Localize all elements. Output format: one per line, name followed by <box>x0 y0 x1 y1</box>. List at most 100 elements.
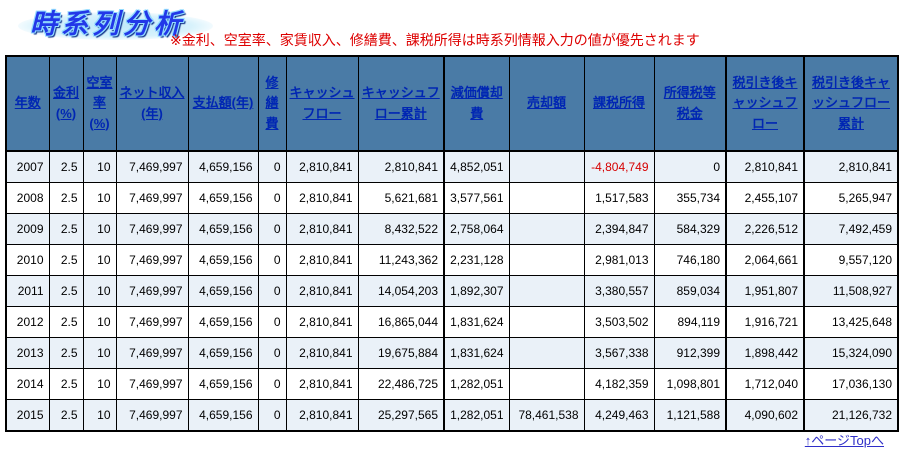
cell-cashflow: 2,810,841 <box>285 150 359 183</box>
cell-sale <box>508 337 585 369</box>
cell-taxable_income: 1,517,583 <box>583 182 655 214</box>
table-row: 2011 2.5 10 7,469,997 4,659,156 0 2,810,841 14,… <box>5 275 899 307</box>
cell-payment: 4,659,156 <box>187 337 259 369</box>
cell-cashflow: 2,810,841 <box>285 275 359 307</box>
cell-vacancy: 10 <box>82 182 117 214</box>
cell-aftertax_cf: 2,810,841 <box>725 150 805 183</box>
cell-aftertax_cf_cum: 11,508,927 <box>803 275 899 307</box>
cell-interest: 2.5 <box>48 399 84 432</box>
cell-income_tax: 355,734 <box>653 182 727 214</box>
cell-income_tax: 912,399 <box>653 337 727 369</box>
cell-cashflow_cum: 22,486,725 <box>357 368 445 400</box>
col-header-cashflow_cum[interactable]: キャッシュフロー累計 <box>357 55 445 152</box>
cell-cashflow: 2,810,841 <box>285 337 359 369</box>
cell-interest: 2.5 <box>48 306 84 338</box>
col-header-vacancy[interactable]: 空室率(%) <box>82 55 117 152</box>
cell-aftertax_cf: 4,090,602 <box>725 399 805 432</box>
cell-net_income: 7,469,997 <box>115 306 189 338</box>
cell-vacancy: 10 <box>82 150 117 183</box>
cell-cashflow_cum: 25,297,565 <box>357 399 445 432</box>
cell-year: 2014 <box>5 368 50 400</box>
cell-interest: 2.5 <box>48 275 84 307</box>
col-header-taxable_income[interactable]: 課税所得 <box>583 55 655 152</box>
col-header-aftertax_cf_cum[interactable]: 税引き後キャッシュフロー累計 <box>803 55 899 152</box>
cell-cashflow_cum: 8,432,522 <box>357 213 445 245</box>
col-header-net_income[interactable]: ネット収入(年) <box>115 55 189 152</box>
cell-net_income: 7,469,997 <box>115 182 189 214</box>
col-header-interest[interactable]: 金利(%) <box>48 55 84 152</box>
cell-taxable_income: 4,249,463 <box>583 399 655 432</box>
cell-aftertax_cf_cum: 7,492,459 <box>803 213 899 245</box>
cell-sale <box>508 368 585 400</box>
cell-taxable_income: 2,394,847 <box>583 213 655 245</box>
cell-net_income: 7,469,997 <box>115 368 189 400</box>
cell-net_income: 7,469,997 <box>115 275 189 307</box>
cell-repair: 0 <box>257 182 287 214</box>
cell-cashflow: 2,810,841 <box>285 368 359 400</box>
col-header-income_tax[interactable]: 所得税等税金 <box>653 55 727 152</box>
cell-cashflow_cum: 11,243,362 <box>357 244 445 276</box>
col-header-cashflow[interactable]: キャッシュフロー <box>285 55 359 152</box>
cell-depreciation: 2,758,064 <box>443 213 510 245</box>
cell-cashflow: 2,810,841 <box>285 182 359 214</box>
table-row: 2008 2.5 10 7,469,997 4,659,156 0 2,810,841 5,6… <box>5 182 899 214</box>
cell-depreciation: 3,577,561 <box>443 182 510 214</box>
cell-sale: 78,461,538 <box>508 399 585 432</box>
col-header-depreciation[interactable]: 減価償却費 <box>443 55 510 152</box>
col-header-sale[interactable]: 売却額 <box>508 55 585 152</box>
cell-vacancy: 10 <box>82 337 117 369</box>
col-header-aftertax_cf[interactable]: 税引き後キャッシュフロー <box>725 55 805 152</box>
cell-cashflow: 2,810,841 <box>285 244 359 276</box>
cell-interest: 2.5 <box>48 182 84 214</box>
table-row: 2012 2.5 10 7,469,997 4,659,156 0 2,810,841 16,… <box>5 306 899 338</box>
priority-note-text: ※金利、空室率、家賃収入、修繕費、課税所得は時系列情報入力の値が優先されます <box>170 32 700 48</box>
cell-aftertax_cf_cum: 5,265,947 <box>803 182 899 214</box>
cell-depreciation: 1,282,051 <box>443 368 510 400</box>
cell-payment: 4,659,156 <box>187 275 259 307</box>
cell-vacancy: 10 <box>82 275 117 307</box>
cell-payment: 4,659,156 <box>187 306 259 338</box>
page-top-link[interactable]: ↑ページTopへ <box>804 433 884 448</box>
cell-payment: 4,659,156 <box>187 213 259 245</box>
table-row: 2013 2.5 10 7,469,997 4,659,156 0 2,810,841 19,… <box>5 337 899 369</box>
cell-vacancy: 10 <box>82 213 117 245</box>
cell-income_tax: 859,034 <box>653 275 727 307</box>
cell-repair: 0 <box>257 275 287 307</box>
cell-sale <box>508 182 585 214</box>
cell-cashflow_cum: 2,810,841 <box>357 150 445 183</box>
cell-income_tax: 0 <box>653 150 727 183</box>
cell-depreciation: 1,831,624 <box>443 306 510 338</box>
cell-sale <box>508 244 585 276</box>
cell-interest: 2.5 <box>48 213 84 245</box>
cell-year: 2011 <box>5 275 50 307</box>
cell-year: 2008 <box>5 182 50 214</box>
cell-aftertax_cf_cum: 21,126,732 <box>803 399 899 432</box>
cell-interest: 2.5 <box>48 337 84 369</box>
table-row: 2010 2.5 10 7,469,997 4,659,156 0 2,810,841 11,… <box>5 244 899 276</box>
cell-aftertax_cf: 1,916,721 <box>725 306 805 338</box>
cell-payment: 4,659,156 <box>187 150 259 183</box>
cell-payment: 4,659,156 <box>187 244 259 276</box>
cell-aftertax_cf_cum: 9,557,120 <box>803 244 899 276</box>
cell-aftertax_cf: 2,064,661 <box>725 244 805 276</box>
cell-vacancy: 10 <box>82 306 117 338</box>
cell-aftertax_cf: 1,898,442 <box>725 337 805 369</box>
cell-aftertax_cf_cum: 2,810,841 <box>803 150 899 183</box>
cell-income_tax: 894,119 <box>653 306 727 338</box>
cell-aftertax_cf: 2,455,107 <box>725 182 805 214</box>
col-header-payment[interactable]: 支払額(年) <box>187 55 259 152</box>
cell-net_income: 7,469,997 <box>115 150 189 183</box>
table-row: 2009 2.5 10 7,469,997 4,659,156 0 2,810,841 8,4… <box>5 213 899 245</box>
cell-cashflow_cum: 14,054,203 <box>357 275 445 307</box>
cell-cashflow_cum: 16,865,044 <box>357 306 445 338</box>
cell-income_tax: 1,098,801 <box>653 368 727 400</box>
cell-payment: 4,659,156 <box>187 182 259 214</box>
cell-depreciation: 2,231,128 <box>443 244 510 276</box>
cell-taxable_income: 4,182,359 <box>583 368 655 400</box>
cell-cashflow_cum: 19,675,884 <box>357 337 445 369</box>
col-header-year[interactable]: 年数 <box>5 55 50 152</box>
cell-taxable_income: 3,503,502 <box>583 306 655 338</box>
col-header-repair[interactable]: 修繕費 <box>257 55 287 152</box>
cell-aftertax_cf_cum: 13,425,648 <box>803 306 899 338</box>
